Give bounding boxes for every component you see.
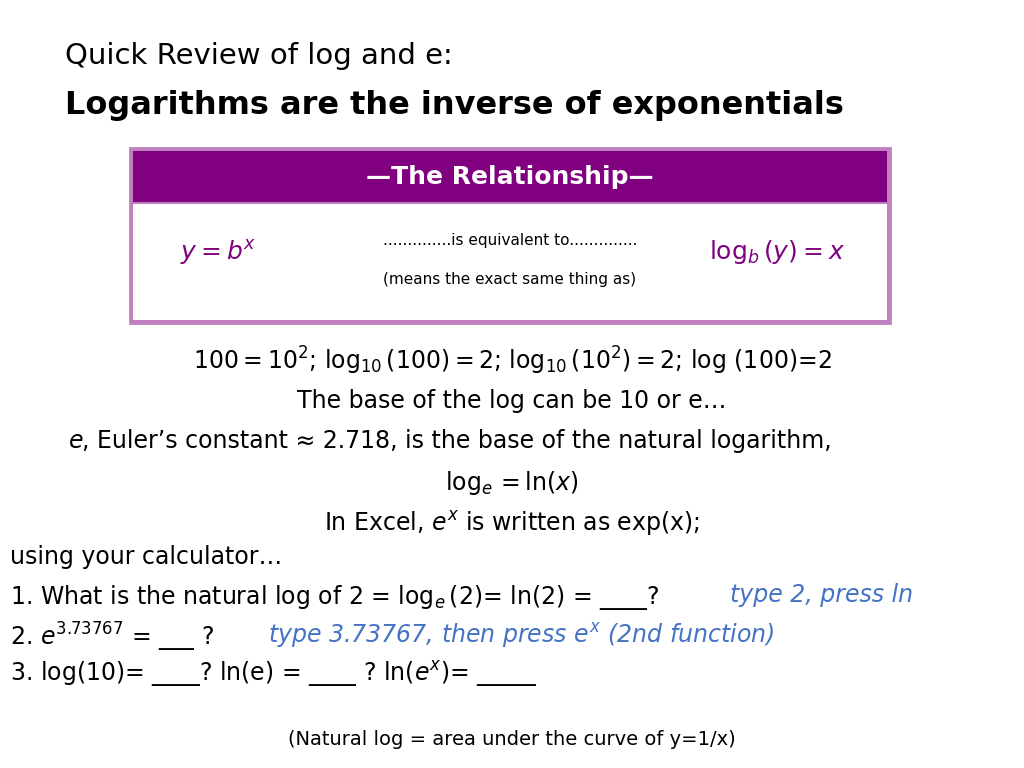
Bar xyxy=(133,151,887,203)
Text: using your calculator…: using your calculator… xyxy=(10,545,283,569)
Text: 1. What is the natural log of 2 = $\log_{e}(2)$= ln(2) = ____?: 1. What is the natural log of 2 = $\log_… xyxy=(10,583,662,612)
Text: $y = b^{x}$: $y = b^{x}$ xyxy=(180,237,256,266)
Text: $100 = 10^{2}$; $\log_{10}(100)=2$; $\log_{10}(10^{2})=2$; log (100)=2: $100 = 10^{2}$; $\log_{10}(100)=2$; $\lo… xyxy=(193,345,831,377)
Text: —The Relationship—: —The Relationship— xyxy=(367,165,653,189)
Text: 2. $e^{3.73767}$ = ___ ?: 2. $e^{3.73767}$ = ___ ? xyxy=(10,621,216,654)
Text: $\log_{e}=\ln(x)$: $\log_{e}=\ln(x)$ xyxy=(445,469,579,497)
Text: type 2, press ln: type 2, press ln xyxy=(730,583,913,607)
Text: $\log_{b}(y) = x$: $\log_{b}(y) = x$ xyxy=(709,238,845,266)
Text: The base of the log can be 10 or e…: The base of the log can be 10 or e… xyxy=(297,389,727,413)
Bar xyxy=(130,148,890,323)
Text: (Natural log = area under the curve of y=1/x): (Natural log = area under the curve of y… xyxy=(288,730,736,749)
Bar xyxy=(133,203,887,320)
Text: $e$: $e$ xyxy=(68,429,84,453)
Text: Quick Review of log and e:: Quick Review of log and e: xyxy=(65,42,453,70)
Text: type 3.73767, then press $e^{x}$ (2nd function): type 3.73767, then press $e^{x}$ (2nd fu… xyxy=(268,621,774,650)
Text: 3. log(10)= ____? ln(e) = ____ ? ln($e^{x}$)= _____: 3. log(10)= ____? ln(e) = ____ ? ln($e^{… xyxy=(10,659,538,689)
Text: , Euler’s constant ≈ 2.718, is the base of the natural logarithm,: , Euler’s constant ≈ 2.718, is the base … xyxy=(82,429,831,453)
Text: In Excel, $e^{x}$ is written as exp(x);: In Excel, $e^{x}$ is written as exp(x); xyxy=(324,509,700,538)
Text: Logarithms are the inverse of exponentials: Logarithms are the inverse of exponentia… xyxy=(65,90,844,121)
Text: (means the exact same thing as): (means the exact same thing as) xyxy=(383,272,637,286)
Text: ..............is equivalent to..............: ..............is equivalent to..........… xyxy=(383,233,637,248)
